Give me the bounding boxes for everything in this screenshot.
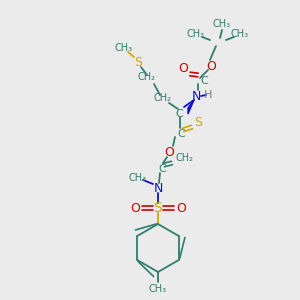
Polygon shape <box>188 100 194 114</box>
Text: O: O <box>178 62 188 76</box>
Text: O: O <box>164 146 174 160</box>
Text: C: C <box>158 164 166 174</box>
Text: S: S <box>154 201 162 215</box>
Text: CH₃: CH₃ <box>231 29 249 39</box>
Text: CH₃: CH₃ <box>213 19 231 29</box>
Text: N: N <box>153 182 163 194</box>
Text: S: S <box>194 116 202 128</box>
Text: CH₃: CH₃ <box>149 284 167 294</box>
Text: O: O <box>176 202 186 214</box>
Text: CH₃: CH₃ <box>187 29 205 39</box>
Text: CH₂: CH₂ <box>175 153 193 163</box>
Text: C: C <box>177 129 185 139</box>
Text: CH₂: CH₂ <box>138 72 156 82</box>
Text: CH₃: CH₃ <box>115 43 133 53</box>
Text: O: O <box>206 59 216 73</box>
Text: C: C <box>200 76 208 86</box>
Text: CH₃: CH₃ <box>129 173 147 183</box>
Text: H: H <box>204 90 212 100</box>
Text: C: C <box>175 109 183 119</box>
Text: CH₂: CH₂ <box>153 93 171 103</box>
Text: O: O <box>130 202 140 214</box>
Text: N: N <box>191 89 201 103</box>
Text: S: S <box>134 56 142 68</box>
